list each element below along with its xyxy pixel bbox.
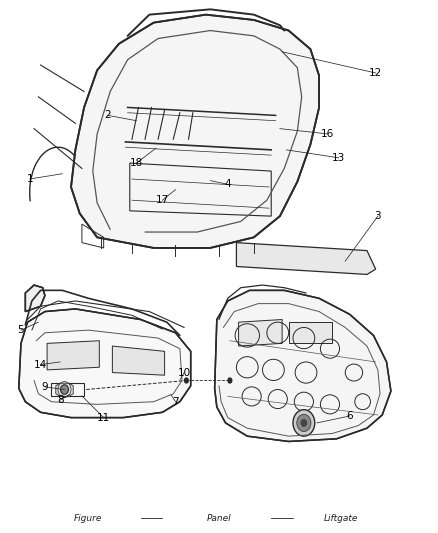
Circle shape <box>184 377 189 384</box>
Polygon shape <box>239 319 282 346</box>
Text: 5: 5 <box>18 325 24 335</box>
Circle shape <box>293 410 315 436</box>
Text: 11: 11 <box>97 413 110 423</box>
Text: 2: 2 <box>105 110 111 120</box>
Polygon shape <box>71 14 319 248</box>
Polygon shape <box>19 309 191 418</box>
Text: 13: 13 <box>332 153 345 163</box>
Circle shape <box>300 419 307 427</box>
Text: Liftgate: Liftgate <box>324 514 358 523</box>
Circle shape <box>297 414 311 432</box>
Text: 14: 14 <box>34 360 47 369</box>
Circle shape <box>227 377 233 384</box>
Text: 6: 6 <box>346 411 353 421</box>
Text: Panel: Panel <box>207 514 231 523</box>
Text: 8: 8 <box>57 395 64 405</box>
Text: 17: 17 <box>156 195 169 205</box>
Text: 9: 9 <box>42 382 48 392</box>
Text: 4: 4 <box>224 179 231 189</box>
Polygon shape <box>47 341 99 370</box>
Text: 18: 18 <box>130 158 143 168</box>
Polygon shape <box>215 290 391 441</box>
Text: 10: 10 <box>178 368 191 377</box>
Text: 7: 7 <box>172 397 179 407</box>
Text: 1: 1 <box>26 174 33 184</box>
Circle shape <box>60 385 68 394</box>
Text: 16: 16 <box>321 129 335 139</box>
Text: 12: 12 <box>369 68 382 78</box>
Polygon shape <box>25 285 45 312</box>
Polygon shape <box>289 322 332 343</box>
Polygon shape <box>237 243 376 274</box>
Polygon shape <box>113 346 165 375</box>
Text: 3: 3 <box>374 211 381 221</box>
Polygon shape <box>56 383 73 397</box>
Text: Figure: Figure <box>74 514 102 523</box>
